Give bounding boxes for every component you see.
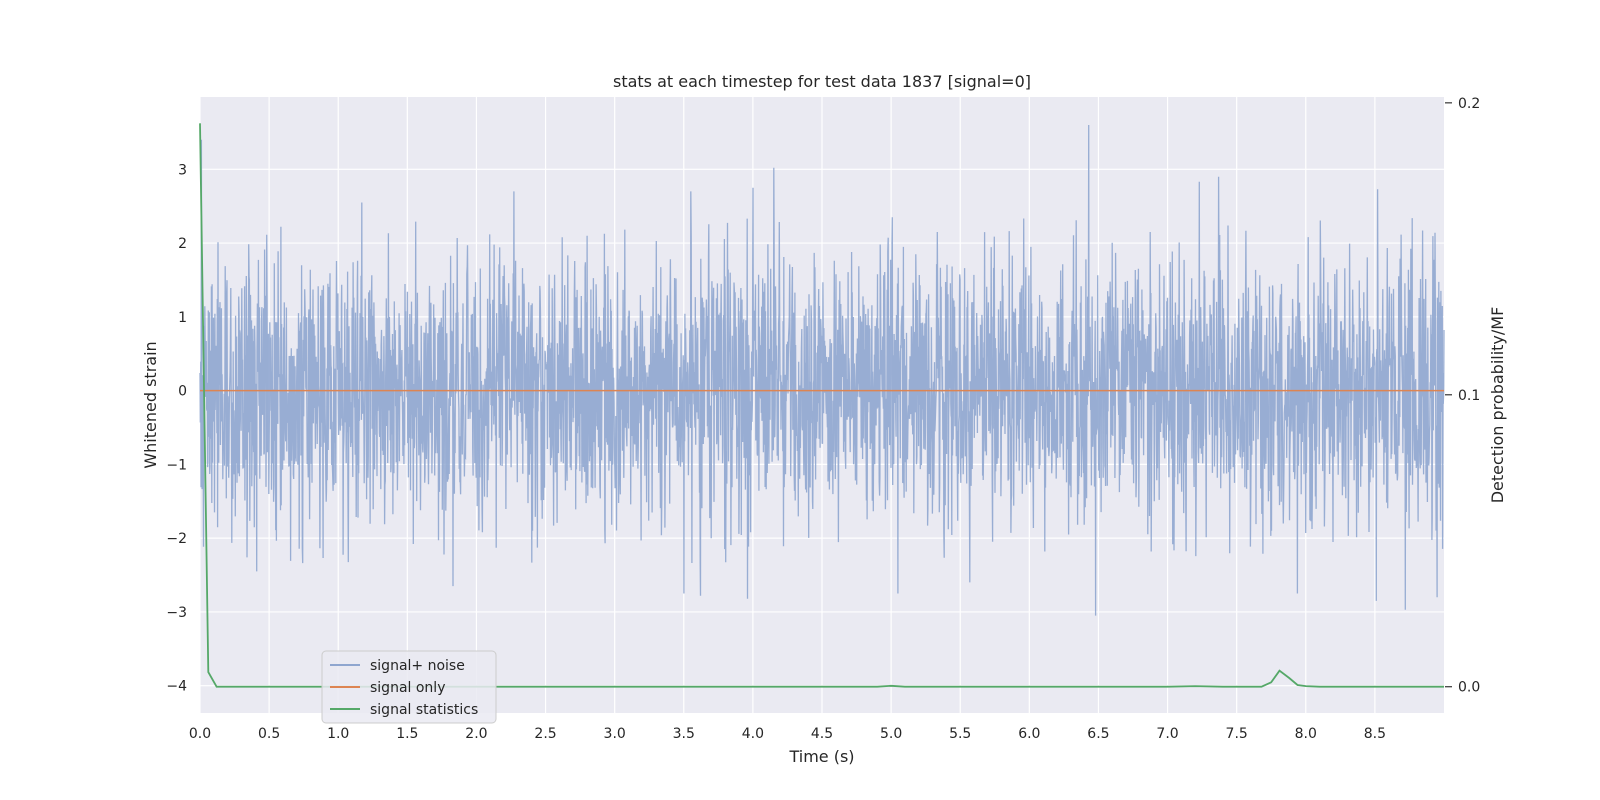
x-tick-label: 0.0 bbox=[189, 726, 211, 742]
y-tick-label: 2 bbox=[178, 236, 187, 252]
y-axis-label: Whitened strain bbox=[141, 341, 160, 468]
legend-label: signal+ noise bbox=[370, 658, 465, 674]
y-tick-label: 3 bbox=[178, 162, 187, 178]
noise-series-line bbox=[199, 124, 1445, 616]
chart-title: stats at each timestep for test data 183… bbox=[613, 72, 1031, 91]
x-tick-label: 5.0 bbox=[880, 726, 902, 742]
x-tick-label: 0.5 bbox=[258, 726, 280, 742]
x-tick-label: 3.5 bbox=[673, 726, 695, 742]
y-tick-label: −4 bbox=[166, 679, 187, 695]
legend-box bbox=[321, 650, 497, 724]
axes-layer: 0.0 0.5 1.0 1.5 2.0 2.5 3.0 3.5 4.0 4.5 5.0 5.5 6.0 6… bbox=[166, 96, 1480, 742]
x-tick-label: 2.5 bbox=[534, 726, 556, 742]
legend: signal+ noise signal only signal statistic… bbox=[321, 650, 497, 724]
y-tick-label: −2 bbox=[166, 531, 187, 547]
right-y-tick-label: 0.2 bbox=[1458, 96, 1480, 112]
x-tick-label: 4.0 bbox=[742, 726, 764, 742]
x-tick-label: 6.5 bbox=[1087, 726, 1109, 742]
right-y-tick-label: 0.1 bbox=[1458, 388, 1480, 404]
x-tick-label: 7.5 bbox=[1226, 726, 1248, 742]
x-tick-label: 2.0 bbox=[465, 726, 487, 742]
y-tick-label: 0 bbox=[178, 384, 187, 400]
y-tick-label: −3 bbox=[166, 605, 187, 621]
x-tick-label: 1.0 bbox=[327, 726, 349, 742]
x-tick-label: 5.5 bbox=[949, 726, 971, 742]
x-tick-label: 1.5 bbox=[396, 726, 418, 742]
x-tick-label: 4.5 bbox=[811, 726, 833, 742]
right-y-tick-label: 0.0 bbox=[1458, 680, 1480, 696]
x-tick-label: 7.0 bbox=[1156, 726, 1178, 742]
x-tick-label: 8.0 bbox=[1295, 726, 1317, 742]
y-tick-label: −1 bbox=[166, 457, 187, 473]
y-tick-label: 1 bbox=[178, 310, 187, 326]
x-tick-label: 3.0 bbox=[604, 726, 626, 742]
right-y-axis-label: Detection probability/MF bbox=[1488, 307, 1507, 504]
x-tick-label: 8.5 bbox=[1364, 726, 1386, 742]
x-tick-label: 6.0 bbox=[1018, 726, 1040, 742]
x-axis-label: Time (s) bbox=[788, 747, 854, 766]
legend-label: signal statistics bbox=[370, 702, 478, 718]
legend-label: signal only bbox=[370, 680, 445, 696]
